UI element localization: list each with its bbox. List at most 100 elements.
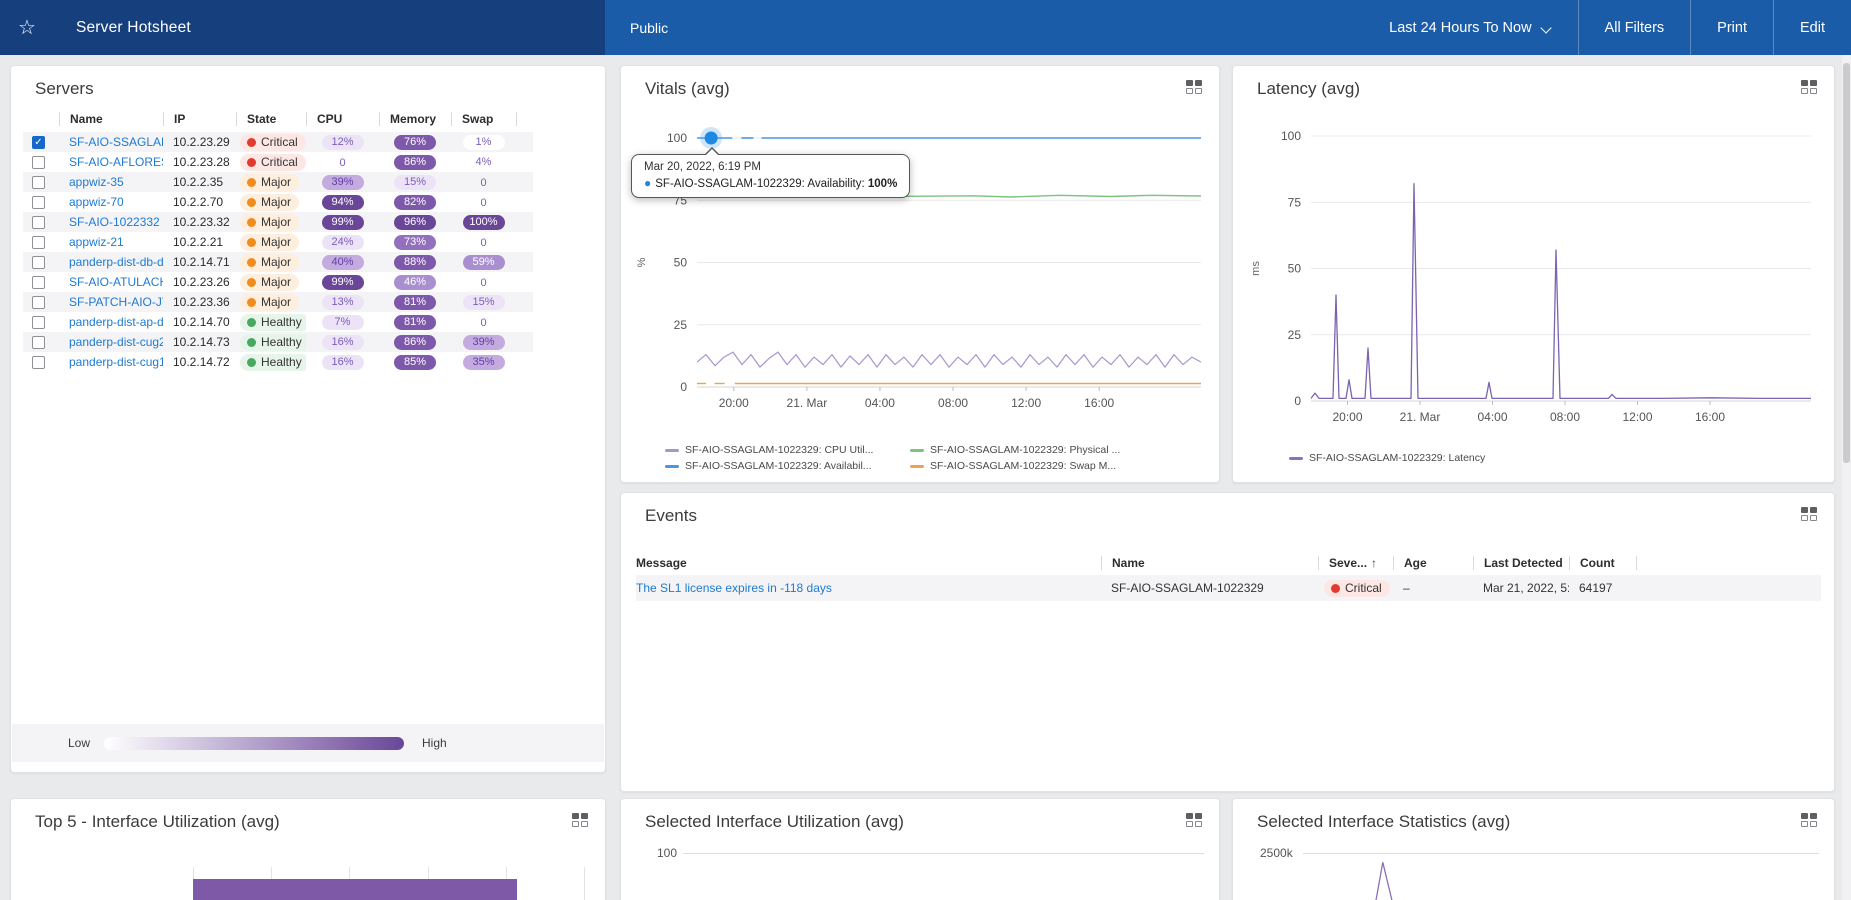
all-filters-button[interactable]: All Filters — [1577, 0, 1691, 55]
print-button[interactable]: Print — [1690, 0, 1773, 55]
row-checkbox[interactable] — [32, 295, 45, 309]
table-row[interactable]: panderp-dist-cug2 10.2.14.73 Healthy 16% 86%… — [23, 332, 533, 352]
table-row[interactable]: SF-AIO-1022332 10.2.23.32 Major 99% 96% 100% — [23, 212, 533, 232]
header-cell-message[interactable]: Message — [636, 556, 687, 570]
navbar-actions: Last 24 Hours To Now All Filters Print E… — [1363, 0, 1851, 55]
row-checkbox[interactable] — [32, 155, 45, 169]
legend-item: SF-AIO-SSAGLAM-1022329: Latency — [1289, 450, 1534, 466]
event-name-link[interactable]: SF-AIO-SSAGLAM-1022329 — [1111, 581, 1264, 595]
row-checkbox[interactable] — [32, 335, 45, 349]
cpu-pill: 39% — [306, 174, 379, 190]
server-name-link[interactable]: SF-AIO-AFLORES — [69, 155, 163, 169]
checkbox-cell — [23, 355, 59, 369]
server-name-link[interactable]: SF-AIO-1022332 — [69, 215, 160, 229]
table-row[interactable]: panderp-dist-ap-d 10.2.14.70 Healthy 7% 81% 0 — [23, 312, 533, 332]
table-row[interactable]: appwiz-21 10.2.2.21 Major 24% 73% 0 — [23, 232, 533, 252]
page-title: Server Hotsheet — [75, 18, 191, 36]
dashlet-menu-icon[interactable] — [1801, 80, 1818, 95]
scrollbar-thumb[interactable] — [1843, 63, 1850, 463]
svg-text:%: % — [636, 257, 648, 267]
row-checkbox[interactable] — [32, 235, 45, 249]
event-message-link[interactable]: The SL1 license expires in -118 days — [636, 581, 832, 595]
state-badge: Critical — [240, 133, 306, 151]
server-name-link[interactable]: panderp-dist-db-d — [69, 255, 163, 269]
status-dot-icon — [247, 257, 256, 267]
server-name-link[interactable]: appwiz-35 — [69, 175, 124, 189]
table-row[interactable]: ✓ SF-AIO-SSAGLAM 10.2.23.29 Critical 12% 76% 1… — [23, 132, 533, 152]
row-checkbox[interactable] — [32, 215, 45, 229]
heat-pill: 13% — [321, 295, 364, 310]
favorite-star-icon[interactable]: ☆ — [18, 17, 36, 39]
table-row[interactable]: appwiz-35 10.2.2.35 Major 39% 15% 0 — [23, 172, 533, 192]
server-name-link[interactable]: appwiz-70 — [69, 195, 124, 209]
row-checkbox[interactable] — [32, 355, 45, 369]
checkbox-cell — [23, 235, 59, 249]
state-badge: Major — [240, 193, 300, 211]
header-cell-age[interactable]: Age — [1393, 556, 1473, 570]
top5-bar-chart[interactable] — [11, 799, 605, 900]
latency-legend: SF-AIO-SSAGLAM-1022329: Latency — [1289, 450, 1534, 466]
time-range-selector[interactable]: Last 24 Hours To Now — [1363, 0, 1577, 55]
table-row[interactable]: panderp-dist-db-d 10.2.14.71 Major 40% 88% 59… — [23, 252, 533, 272]
header-cell-name[interactable]: Name — [1101, 556, 1318, 570]
table-row[interactable]: SF-PATCH-AIO-JT 10.2.23.36 Major 13% 81% 15% — [23, 292, 533, 312]
server-name-link[interactable]: SF-AIO-ATULACH — [69, 275, 163, 289]
row-checkbox[interactable] — [32, 195, 45, 209]
server-name-link[interactable]: SF-AIO-SSAGLAM — [69, 135, 163, 149]
scrollbar[interactable] — [1842, 55, 1851, 900]
state-badge: Healthy — [240, 333, 306, 351]
bar-segment[interactable] — [193, 879, 517, 900]
header-cell-seve[interactable]: Seve... ↑ — [1318, 556, 1393, 570]
row-checkbox[interactable] — [32, 255, 45, 269]
row-checkbox[interactable] — [32, 275, 45, 289]
dashlet-menu-icon[interactable] — [1801, 813, 1818, 828]
status-dot-icon — [247, 197, 256, 207]
state-label: Major — [261, 195, 292, 209]
dashlet-menu-icon[interactable] — [1801, 507, 1818, 522]
heat-pill: 39% — [462, 335, 505, 350]
vitals-chart[interactable]: 0 25 50 75 100 20:00 21. Mar 04:00 08:00 12:00 16:… — [621, 66, 1219, 482]
state-cell: Healthy — [236, 313, 306, 331]
ip-cell: 10.2.23.36 — [173, 295, 230, 309]
header-cell-memory[interactable]: Memory — [379, 112, 451, 126]
checkbox-cell — [23, 175, 59, 189]
table-row[interactable]: appwiz-70 10.2.2.70 Major 94% 82% 0 — [23, 192, 533, 212]
row-checkbox[interactable] — [32, 175, 45, 189]
latency-panel: Latency (avg) 0 25 50 75 100 20:00 21. Mar 04:0… — [1232, 65, 1835, 483]
server-name-link[interactable]: panderp-dist-ap-d — [69, 315, 163, 329]
selected-stats-chart[interactable] — [1233, 799, 1834, 900]
header-cell-state[interactable]: State — [236, 112, 306, 126]
edit-button[interactable]: Edit — [1773, 0, 1851, 55]
header-cell-cpu[interactable]: CPU — [306, 112, 379, 126]
server-name-link[interactable]: SF-PATCH-AIO-JT — [69, 295, 163, 309]
row-checkbox[interactable] — [32, 315, 45, 329]
dashlet-menu-icon[interactable] — [572, 813, 589, 828]
svg-text:12:00: 12:00 — [1011, 396, 1041, 410]
server-name-link[interactable]: appwiz-21 — [69, 235, 124, 249]
header-cell-ip[interactable]: IP — [163, 112, 236, 126]
header-cell-count[interactable]: Count — [1569, 556, 1636, 570]
ip-cell: 10.2.2.35 — [173, 175, 224, 189]
dashlet-menu-icon[interactable] — [1186, 80, 1203, 95]
svg-text:04:00: 04:00 — [1477, 410, 1507, 424]
server-name-link[interactable]: panderp-dist-cug1 — [69, 355, 163, 369]
header-cell-swap[interactable]: Swap — [451, 112, 516, 126]
memory-pill: 46% — [379, 274, 451, 290]
latency-chart[interactable]: 0 25 50 75 100 20:00 21. Mar 04:00 08:00 12:00 16:… — [1233, 66, 1834, 482]
svg-text:0: 0 — [680, 380, 687, 394]
table-row[interactable]: The SL1 license expires in -118 days SF-A… — [636, 575, 1821, 601]
table-row[interactable]: SF-AIO-AFLORES 10.2.23.28 Critical 0 86% 4% — [23, 152, 533, 172]
header-cell-lastdetected[interactable]: Last Detected — [1473, 556, 1569, 570]
zero-value: 0 — [480, 177, 487, 189]
header-cell-name[interactable]: Name — [59, 112, 163, 126]
table-row[interactable]: SF-AIO-ATULACH 10.2.23.26 Major 99% 46% 0 — [23, 272, 533, 292]
state-label: Critical — [261, 135, 298, 149]
heat-pill: 24% — [321, 235, 364, 250]
row-checkbox[interactable]: ✓ — [32, 135, 45, 149]
legend-label: SF-AIO-SSAGLAM-1022329: Availabil... — [685, 460, 872, 472]
table-row[interactable]: panderp-dist-cug1 10.2.14.72 Healthy 16% 85%… — [23, 352, 533, 372]
checkbox-cell — [23, 295, 59, 309]
cpu-pill: 40% — [306, 254, 379, 270]
server-name-link[interactable]: panderp-dist-cug2 — [69, 335, 163, 349]
dashlet-menu-icon[interactable] — [1186, 813, 1203, 828]
